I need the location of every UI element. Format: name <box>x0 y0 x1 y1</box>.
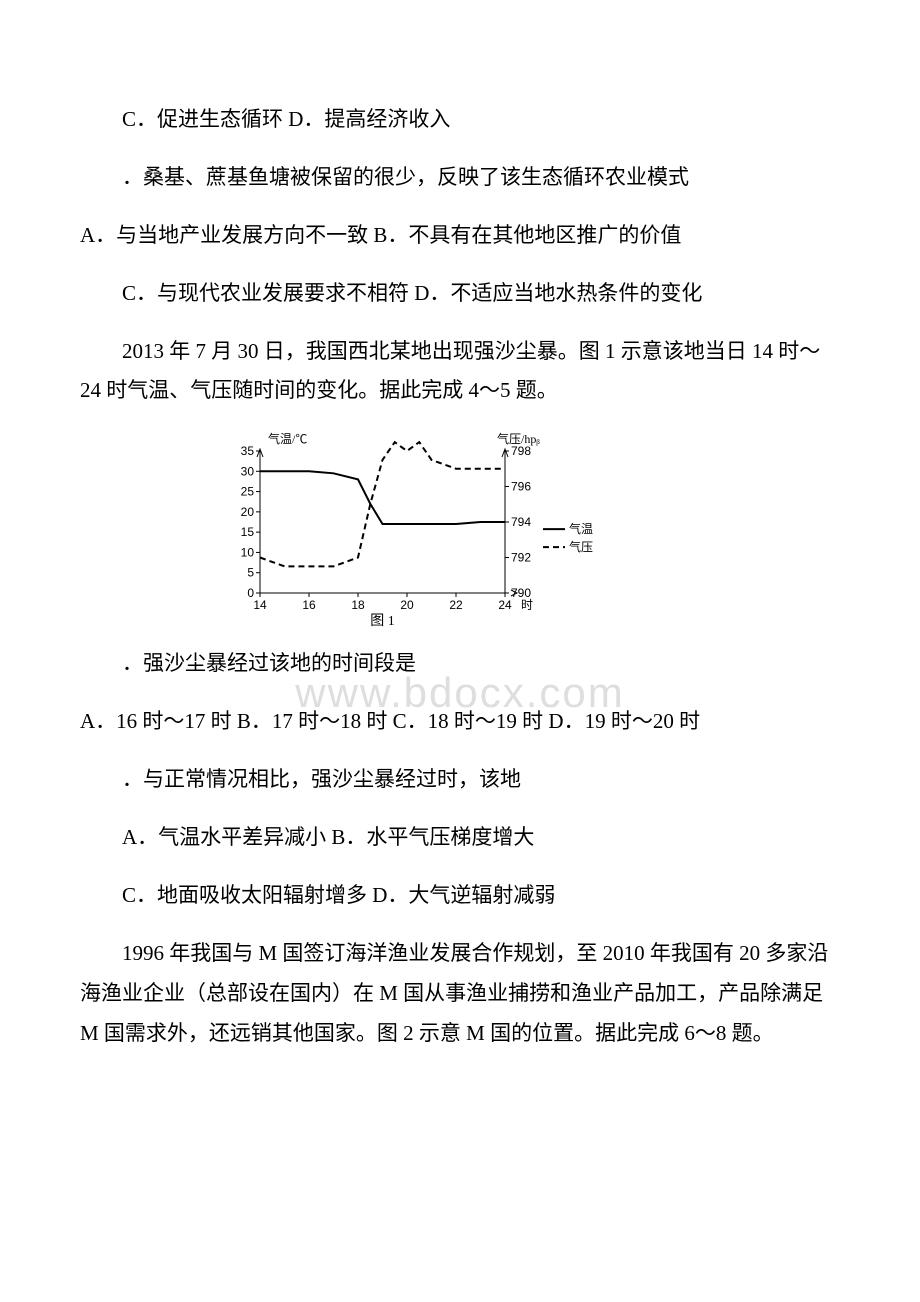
q3-options-ab: A．与当地产业发展方向不一致 B．不具有在其他地区推广的价值 <box>80 216 840 256</box>
svg-text:气压: 气压 <box>569 539 593 554</box>
svg-text:25: 25 <box>241 485 255 499</box>
svg-text:18: 18 <box>351 598 365 612</box>
svg-text:时: 时 <box>521 598 533 612</box>
chart-svg: 0510152025303579079279479679814161820222… <box>220 429 600 629</box>
svg-text:794: 794 <box>511 515 531 529</box>
svg-text:792: 792 <box>511 551 531 565</box>
svg-text:10: 10 <box>241 546 255 560</box>
svg-text:气温/℃: 气温/℃ <box>268 431 307 446</box>
intro-sandstorm: 2013 年 7 月 30 日，我国西北某地出现强沙尘暴。图 1 示意该地当日 … <box>80 332 840 412</box>
q4-5-block: ．强沙尘暴经过该地的时间段是 A．16 时～17 时 B．17 时～18 时 C… <box>80 644 840 742</box>
figure-1-chart: 0510152025303579079279479679814161820222… <box>220 429 600 634</box>
svg-text:气压/hpᵦ: 气压/hpᵦ <box>497 431 540 446</box>
q3-options-cd: C．与现代农业发展要求不相符 D．不适应当地水热条件的变化 <box>80 274 840 314</box>
q4-stem: ．强沙尘暴经过该地的时间段是 <box>80 644 840 684</box>
intro-fishery: 1996 年我国与 M 国签订海洋渔业发展合作规划，至 2010 年我国有 20… <box>80 934 840 1054</box>
svg-text:796: 796 <box>511 480 531 494</box>
svg-text:20: 20 <box>400 598 414 612</box>
q3-stem: ．桑基、蔗基鱼塘被保留的很少，反映了该生态循环农业模式 <box>80 158 840 198</box>
option-line-cd: C．促进生态循环 D．提高经济收入 <box>80 100 840 140</box>
svg-text:图 1: 图 1 <box>370 614 395 629</box>
svg-text:30: 30 <box>241 465 255 479</box>
svg-text:20: 20 <box>241 505 255 519</box>
svg-text:15: 15 <box>241 525 255 539</box>
svg-text:14: 14 <box>253 598 267 612</box>
q4-options: A．16 时～17 时 B．17 时～18 时 C．18 时～19 时 D．19… <box>80 702 840 742</box>
q5-stem: ．与正常情况相比，强沙尘暴经过时，该地 <box>80 760 840 800</box>
svg-text:798: 798 <box>511 444 531 458</box>
svg-text:5: 5 <box>247 566 254 580</box>
svg-text:22: 22 <box>449 598 463 612</box>
svg-text:气温: 气温 <box>569 521 593 536</box>
q5-options-cd: C．地面吸收太阳辐射增多 D．大气逆辐射减弱 <box>80 876 840 916</box>
svg-text:16: 16 <box>302 598 316 612</box>
q5-options-ab: A．气温水平差异减小 B．水平气压梯度增大 <box>80 818 840 858</box>
svg-text:24: 24 <box>498 598 512 612</box>
svg-text:35: 35 <box>241 444 255 458</box>
